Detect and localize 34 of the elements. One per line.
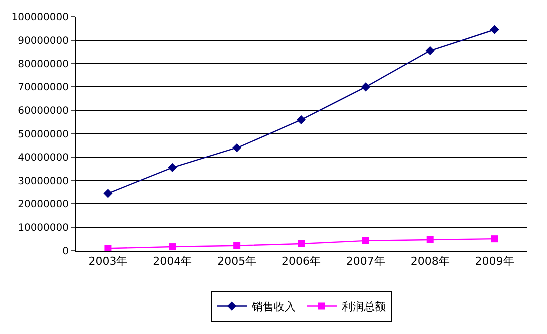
x-tick-label: 2009年 [475,255,514,268]
point [234,242,241,250]
y-tick-label: 50000000 [18,130,69,140]
y-tick-label: 0 [62,246,69,258]
y-tick-label: 10000000 [18,223,69,234]
legend-label: 利润总额 [342,300,386,314]
x-tick-label: 2003年 [88,255,128,268]
point [362,237,370,244]
x-tick-label: 2006年 [282,255,321,268]
y-tick-label: 90000000 [18,36,69,47]
x-tick-label: 2007年 [346,255,386,268]
point [169,244,176,251]
point [104,245,112,251]
point [491,236,498,243]
point [296,115,306,125]
y-tick-label: 80000000 [18,59,69,70]
point [104,189,113,198]
point [426,236,434,244]
point [361,82,370,92]
point [490,25,500,34]
legend-label: 销售收入 [251,300,296,314]
point [168,163,178,172]
y-tick-label: 100000000 [12,12,69,24]
point [298,240,305,248]
y-tick-label: 60000000 [18,106,69,118]
y-tick-label: 30000000 [18,176,69,188]
x-tick-label: 2008年 [410,255,450,268]
point [426,46,435,56]
y-tick-label: 70000000 [18,82,69,94]
x-tick-label: 2005年 [218,255,257,268]
y-tick-label: 40000000 [18,152,69,164]
point [232,143,242,153]
x-tick-label: 2004年 [153,255,192,268]
y-tick-label: 20000000 [18,200,69,211]
